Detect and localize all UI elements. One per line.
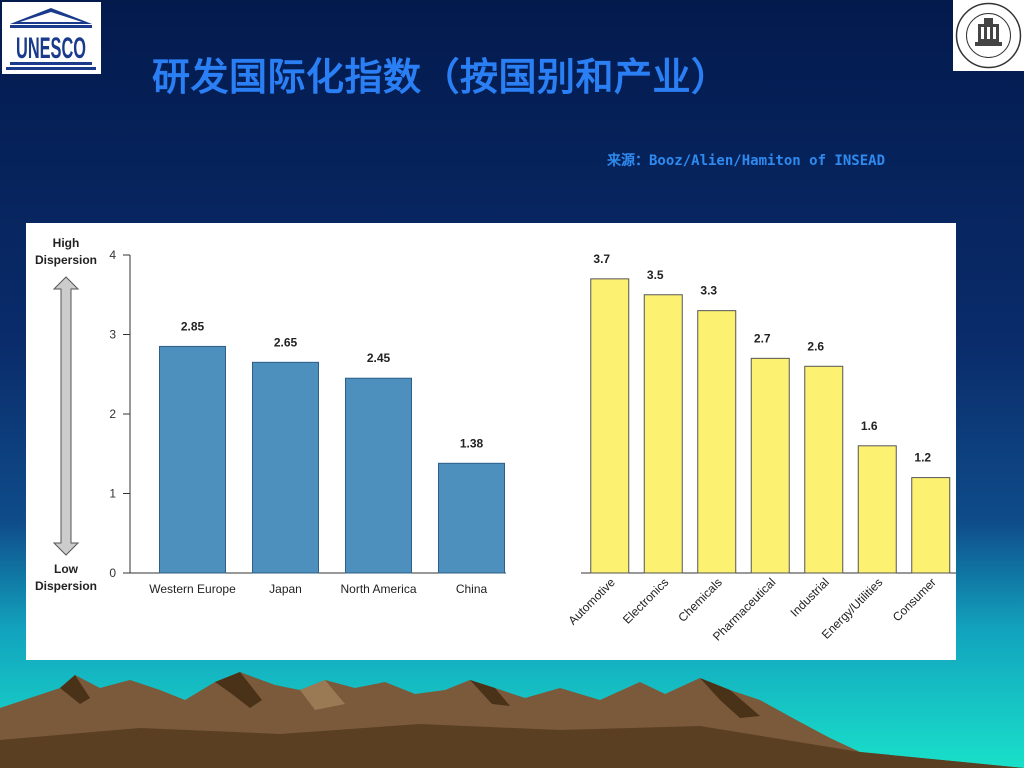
left-y-tick-label: 4 <box>109 248 116 262</box>
industry-bar-value: 3.3 <box>700 284 717 298</box>
low-dispersion-label-2: Dispersion <box>35 579 97 593</box>
left-y-tick-label: 2 <box>109 407 116 421</box>
unesco-logo-text: UNESCO <box>16 32 86 65</box>
industry-bar <box>750 357 790 574</box>
industry-bar-value: 1.2 <box>914 451 931 465</box>
region-chart: High Dispersion Low Dispersion 0 1 2 3 4 2.8… <box>35 236 506 596</box>
low-dispersion-label-1: Low <box>54 562 79 576</box>
left-y-tick-label: 1 <box>109 487 116 501</box>
source-note: 来源：Booz/Alien/Hamiton of INSEAD <box>607 153 886 169</box>
region-category-label: Japan <box>269 582 302 596</box>
left-y-tick-label: 3 <box>109 328 116 342</box>
industry-bar <box>590 278 630 574</box>
dispersion-arrow-icon <box>52 276 80 556</box>
page-title: 研发国际化指数（按国别和产业） <box>152 55 730 99</box>
industry-bar <box>804 365 844 574</box>
industry-chart: 3.7 Automotive 3.5 Electronics 3.3 Chemicals 2… <box>566 252 956 644</box>
industry-category-label: Electronics <box>620 575 671 626</box>
region-bar-value: 2.85 <box>181 319 205 333</box>
industry-bar <box>857 445 897 574</box>
industry-bar <box>697 310 737 574</box>
chart-panel: High Dispersion Low Dispersion 0 1 2 3 4 2.8… <box>26 223 956 660</box>
region-category-label: Western Europe <box>149 582 236 596</box>
region-bar <box>438 462 505 574</box>
industry-bar-value: 3.7 <box>593 252 610 266</box>
industry-category-label: Chemicals <box>675 575 725 625</box>
region-bar <box>159 345 226 574</box>
region-category-label: North America <box>340 582 416 596</box>
region-bar-value: 1.38 <box>460 436 484 450</box>
charts-svg: High Dispersion Low Dispersion 0 1 2 3 4 2.8… <box>35 236 956 644</box>
industry-bar <box>911 477 951 574</box>
region-bar-value: 2.65 <box>274 335 298 349</box>
university-seal <box>953 0 1024 71</box>
region-bar <box>252 361 319 574</box>
industry-bar <box>643 294 683 574</box>
high-dispersion-label-1: High <box>53 236 80 250</box>
high-dispersion-label-2: Dispersion <box>35 253 97 267</box>
industry-bar-value: 3.5 <box>647 268 664 282</box>
industry-category-label: Industrial <box>788 575 832 619</box>
unesco-temple-icon: UNESCO <box>6 8 96 70</box>
region-bar <box>345 377 412 574</box>
mountain-illustration <box>0 672 1024 768</box>
left-y-tick-label: 0 <box>109 566 116 580</box>
industry-category-label: Consumer <box>890 575 939 624</box>
mountain-landscape <box>0 660 1024 768</box>
industry-category-label: Automotive <box>566 575 619 628</box>
industry-bar-value: 1.6 <box>861 419 878 433</box>
unesco-logo: UNESCO <box>2 2 101 74</box>
industry-bar-value: 2.6 <box>807 339 824 353</box>
industry-bar-value: 2.7 <box>754 331 771 345</box>
university-seal-icon <box>955 2 1022 69</box>
region-bar-value: 2.45 <box>367 351 391 365</box>
region-category-label: China <box>456 582 488 596</box>
